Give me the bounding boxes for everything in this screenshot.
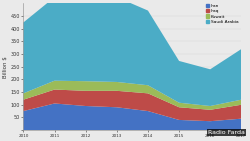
Legend: Iran, Iraq, Kuwait, Saudi Arabia: Iran, Iraq, Kuwait, Saudi Arabia (205, 3, 239, 25)
Text: Radio Farda: Radio Farda (208, 130, 245, 135)
Y-axis label: Billion $: Billion $ (4, 56, 8, 78)
